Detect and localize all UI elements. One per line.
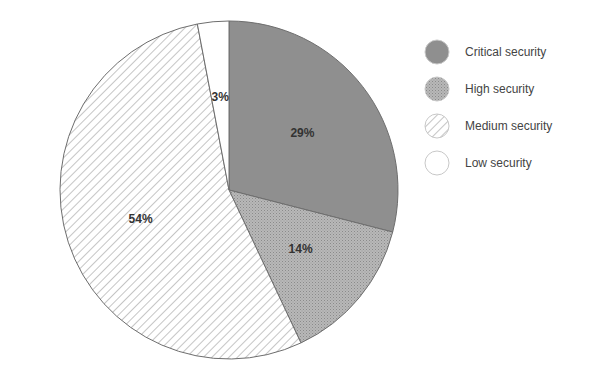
chart-container: 29% 14% 54% 3% Critical security High securit… — [0, 0, 600, 380]
data-label: 29% — [290, 126, 314, 140]
legend-swatch — [425, 77, 449, 101]
data-labels: 29% 14% 54% 3% — [129, 90, 315, 256]
pie-slices — [60, 21, 398, 359]
legend-label: Medium security — [465, 119, 552, 133]
legend-label: High security — [465, 82, 534, 96]
legend-swatch — [425, 40, 449, 64]
data-label: 3% — [212, 90, 230, 104]
data-label: 54% — [129, 212, 153, 226]
pie-slice — [60, 24, 301, 359]
pie-slice — [197, 21, 229, 190]
data-label: 14% — [289, 242, 313, 256]
chart-svg: 29% 14% 54% 3% Critical security High securit… — [0, 0, 600, 380]
legend-swatch — [425, 151, 449, 175]
legend-label: Low security — [465, 156, 532, 170]
legend: Critical security High security Medium sec… — [425, 40, 552, 175]
legend-label: Critical security — [465, 45, 546, 59]
legend-swatch — [425, 114, 449, 138]
